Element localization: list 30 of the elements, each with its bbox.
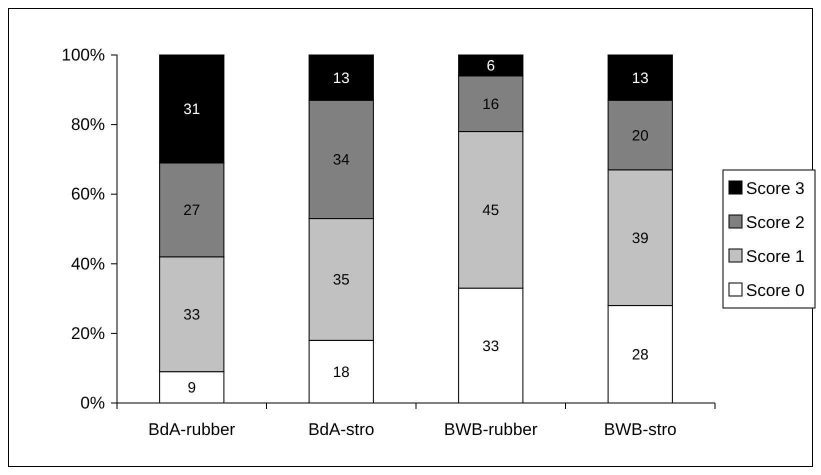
data-label: 13 [632,70,649,87]
data-label: 45 [482,202,500,220]
data-label: 20 [632,127,649,144]
legend-label: Score 2 [746,212,805,232]
data-label: 16 [482,96,500,113]
y-tick-label: 40% [70,254,105,274]
y-tick-label: 60% [70,184,105,204]
x-tick-label: BdA-rubber [148,420,236,440]
data-label: 6 [486,58,495,75]
y-tick-label: 20% [70,324,105,343]
data-label: 13 [332,70,350,87]
x-tick-label: BWB-rubber [444,420,538,440]
x-tick-label: BdA-stro [308,420,374,440]
data-label: 33 [482,338,500,355]
legend-label: Score 1 [746,246,805,266]
data-label: 39 [632,230,649,247]
y-tick-label: 80% [70,115,105,134]
data-label: 31 [183,101,200,118]
data-label: 33 [183,306,200,324]
x-tick-label: BWB-stro [604,420,677,440]
data-label: 35 [332,272,350,289]
data-label: 28 [632,346,649,364]
data-label: 34 [332,152,350,169]
legend-label: Score 0 [746,280,805,300]
data-label: 27 [183,202,200,220]
y-tick-label: 0% [80,393,105,412]
legend-label: Score 3 [746,178,805,198]
y-tick-label: 100% [62,45,105,64]
data-label: 18 [332,364,350,381]
data-label: 9 [188,380,196,397]
